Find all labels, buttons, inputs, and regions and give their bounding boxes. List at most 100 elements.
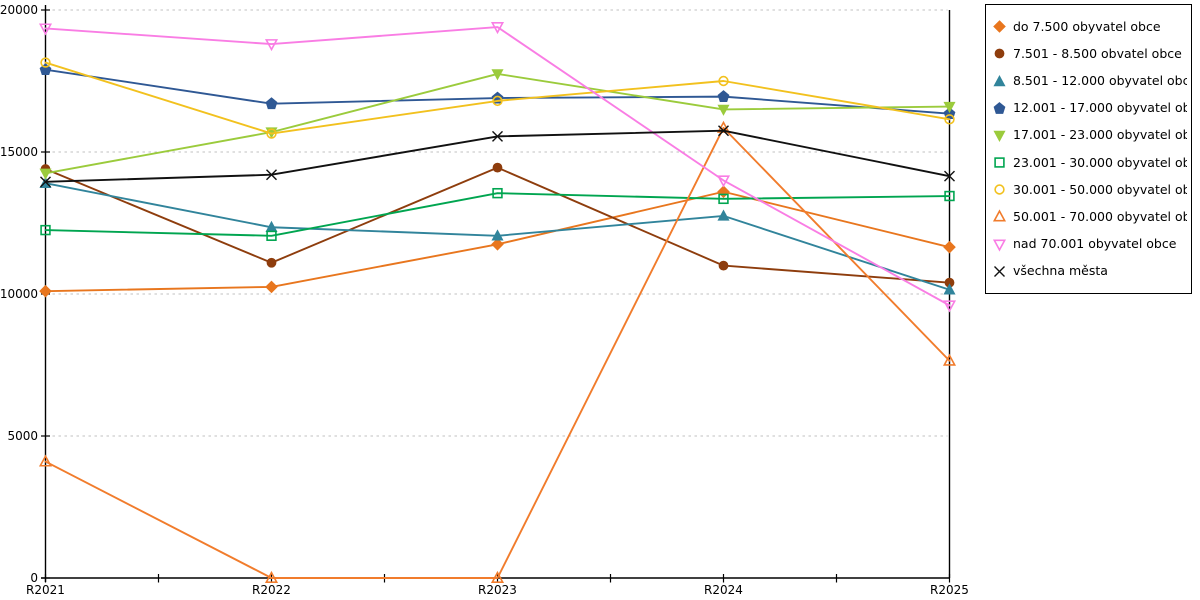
legend-item-do-7-500-obyvatel-obce[interactable]: do 7.500 obyvatel obce (992, 19, 1187, 34)
circle-marker (718, 260, 729, 271)
square-marker (492, 187, 503, 199)
pentagon-icon (993, 101, 1006, 114)
x-marker (266, 169, 277, 181)
pentagon-marker (265, 97, 278, 110)
legend-item-label: 23.001 - 30.000 obyvatel obc... (1013, 155, 1187, 170)
triangle-up-marker (490, 570, 505, 583)
circle-marker (492, 95, 503, 107)
circle-icon (994, 48, 1005, 59)
y-tick-label: 0 (30, 571, 38, 585)
x-tick-label: R2023 (478, 583, 517, 597)
pentagon-marker (717, 90, 730, 103)
y-tick-label: 15000 (0, 145, 38, 159)
x-axis-ticks: R2021 R2022 R2023 R2024 R2025 (26, 574, 969, 597)
x-marker (492, 130, 503, 142)
triangle-down-marker (717, 104, 730, 116)
y-tick-label: 5000 (7, 429, 38, 443)
series-line (44, 126, 951, 579)
series-nad-70-001-obyvatel-obce (38, 22, 957, 313)
legend-item-8-501-12-000-obyvatel-obce[interactable]: 8.501 - 12.000 obyvatel obce (992, 74, 1187, 89)
triangle-up-marker (993, 74, 1006, 86)
triangle-down-marker (264, 39, 279, 52)
legend-item-label: 30.001 - 50.000 obyvatel obc... (1013, 182, 1187, 197)
triangle-down-icon (993, 130, 1006, 142)
pentagon-marker (993, 101, 1006, 114)
circle-marker (718, 75, 729, 87)
triangle-down-marker (716, 175, 731, 188)
y-tick-label: 10000 (0, 287, 38, 301)
y-axis-ticks: 0 5000 10000 15000 20000 (0, 3, 50, 585)
circle-marker (266, 128, 277, 139)
x-icon (994, 265, 1005, 277)
series-30-001-50-000-obyvatel-obc (40, 57, 955, 139)
triangle-up-marker (38, 454, 53, 467)
x-marker (944, 170, 955, 182)
diamond-icon (993, 20, 1006, 33)
square-marker (40, 224, 51, 236)
legend-item-nad-70-001-obyvatel-obce[interactable]: nad 70.001 obyvatel obce (992, 237, 1187, 252)
legend-item-label: 12.001 - 17.000 obyvatel obc... (1013, 100, 1187, 116)
diamond-marker (265, 280, 278, 294)
circle-marker (40, 57, 51, 68)
y-tick-label: 20000 (0, 3, 38, 17)
x-tick-label: R2024 (704, 583, 743, 597)
legend: do 7.500 obyvatel obce 7.501 - 8.500 obva… (985, 4, 1192, 294)
triangle-up-marker (992, 209, 1007, 222)
triangle-down-marker (943, 101, 956, 114)
series-do-7-500-obyvatel-obce (39, 185, 956, 298)
circle-marker (994, 184, 1005, 195)
circle-marker (266, 257, 277, 268)
legend-item-50-001-70-000-obyvatel-obc[interactable]: 50.001 - 70.000 obyvatel obc... (992, 209, 1187, 224)
diamond-marker (491, 237, 504, 251)
square-icon (994, 157, 1005, 168)
series-50-001-70-000-obyvatel-obc (38, 120, 957, 583)
triangle-up-icon (992, 209, 1007, 222)
x-marker (40, 176, 51, 188)
series-line (44, 129, 951, 183)
triangle-down-marker (942, 300, 957, 313)
gridlines (46, 9, 948, 437)
square-marker (718, 193, 729, 205)
legend-item-label: 7.501 - 8.500 obvatel obce (1013, 46, 1182, 61)
series-v-echna-m-sta (40, 125, 955, 188)
legend-item-label: 17.001 - 23.000 obyvatel obc... (1013, 127, 1187, 143)
circle-marker (944, 114, 955, 125)
square-marker (994, 157, 1005, 168)
legend-item-v-echna-m-sta[interactable]: všechna města (992, 264, 1187, 279)
legend-item-7-501-8-500-obvatel-obce[interactable]: 7.501 - 8.500 obvatel obce (992, 46, 1187, 61)
series-line (44, 166, 951, 284)
x-marker (994, 265, 1005, 277)
legend-item-label: do 7.500 obyvatel obce (1013, 19, 1161, 34)
square-marker (266, 230, 277, 241)
triangle-down-marker (992, 239, 1007, 252)
legend-item-30-001-50-000-obyvatel-obc[interactable]: 30.001 - 50.000 obyvatel obc... (992, 182, 1187, 197)
x-tick-label: R2022 (252, 583, 291, 597)
triangle-up-icon (993, 74, 1006, 86)
diamond-marker (943, 240, 956, 254)
circle-marker (994, 48, 1005, 59)
triangle-up-marker (491, 229, 504, 241)
legend-item-label: 8.501 - 12.000 obyvatel obce (1013, 73, 1187, 89)
circle-icon (994, 184, 1005, 195)
series-17-001-23-000-obyvatel-obc (39, 69, 956, 180)
triangle-up-marker (943, 283, 956, 295)
legend-item-label: všechna města (1013, 263, 1108, 279)
diamond-marker (39, 284, 52, 298)
legend-item-23-001-30-000-obyvatel-obc[interactable]: 23.001 - 30.000 obyvatel obc... (992, 155, 1187, 170)
series-line (44, 72, 951, 175)
circle-marker (492, 162, 503, 173)
x-marker (718, 125, 729, 137)
series-8-501-12-000-obyvatel-obce (39, 176, 956, 295)
triangle-down-marker (39, 168, 52, 180)
diamond-marker (993, 20, 1006, 33)
series-line (44, 61, 951, 135)
triangle-up-marker (264, 570, 279, 583)
series-line (44, 26, 951, 307)
series-line (44, 192, 951, 237)
square-marker (944, 190, 955, 202)
triangle-down-icon (992, 239, 1007, 252)
legend-item-12-001-17-000-obyvatel-obc[interactable]: 12.001 - 17.000 obyvatel obc... (992, 101, 1187, 116)
legend-item-17-001-23-000-obyvatel-obc[interactable]: 17.001 - 23.000 obyvatel obc... (992, 128, 1187, 143)
x-tick-label: R2025 (930, 583, 969, 597)
